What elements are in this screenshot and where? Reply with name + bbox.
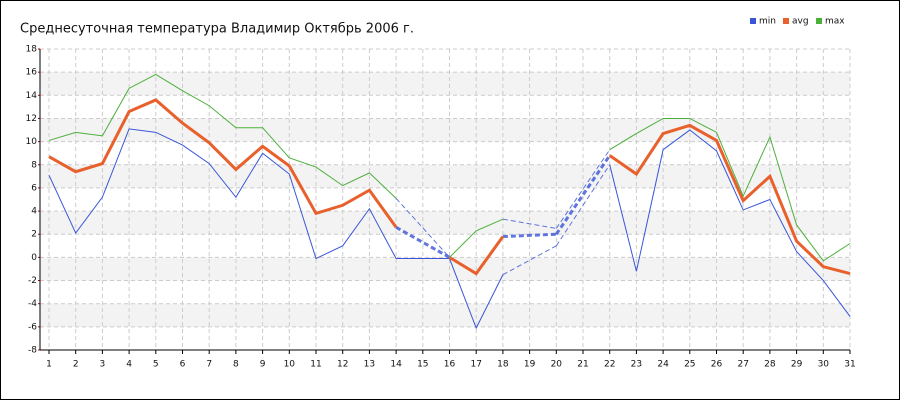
legend-swatch bbox=[816, 18, 822, 24]
x-tick-label: 12 bbox=[337, 360, 348, 370]
series-line bbox=[48, 128, 504, 330]
x-tick-label: 31 bbox=[844, 360, 855, 370]
x-tick-label: 10 bbox=[284, 360, 296, 370]
x-tick-label: 1 bbox=[46, 360, 52, 370]
x-tick-label: 11 bbox=[310, 360, 321, 370]
y-tick-label: 18 bbox=[26, 45, 38, 55]
x-tick-label: 6 bbox=[180, 360, 186, 370]
y-tick-label: -6 bbox=[28, 322, 37, 332]
x-tick-label: 17 bbox=[470, 360, 481, 370]
y-tick-label: 6 bbox=[31, 183, 37, 193]
band bbox=[40, 72, 850, 96]
x-tick-label: 26 bbox=[711, 360, 723, 370]
series-line bbox=[609, 117, 851, 262]
x-tick-label: 2 bbox=[73, 360, 79, 370]
x-tick-label: 28 bbox=[764, 360, 776, 370]
series-line bbox=[48, 98, 398, 229]
x-tick-label: 20 bbox=[551, 360, 563, 370]
y-tick-label: 2 bbox=[31, 230, 37, 240]
x-tick-label: 22 bbox=[604, 360, 615, 370]
band bbox=[40, 257, 850, 281]
gap-connector bbox=[395, 198, 450, 258]
x-tick-label: 27 bbox=[737, 360, 748, 370]
x-tick-label: 5 bbox=[153, 360, 159, 370]
gap-connector bbox=[502, 218, 557, 229]
x-tick-label: 18 bbox=[497, 360, 509, 370]
x-tick-label: 29 bbox=[791, 360, 803, 370]
y-tick-label: 14 bbox=[26, 91, 38, 101]
x-tick-label: 25 bbox=[684, 360, 695, 370]
x-tick-label: 19 bbox=[524, 360, 536, 370]
band bbox=[40, 164, 850, 188]
chart-title: Среднесуточная температура Владимир Октя… bbox=[20, 22, 414, 37]
x-tick-label: 8 bbox=[233, 360, 239, 370]
x-tick-label: 30 bbox=[818, 360, 830, 370]
x-tick-label: 7 bbox=[206, 360, 212, 370]
legend-label: min bbox=[759, 17, 776, 27]
gap-connector bbox=[555, 164, 611, 247]
y-tick-label: 0 bbox=[31, 253, 37, 263]
bands bbox=[40, 72, 850, 327]
lines bbox=[48, 73, 851, 330]
legend-swatch bbox=[783, 18, 789, 24]
gap-connector bbox=[502, 245, 557, 276]
legend-label: max bbox=[825, 17, 845, 27]
x-tick-label: 24 bbox=[657, 360, 669, 370]
y-tick-label: -8 bbox=[28, 346, 37, 356]
series-line bbox=[609, 129, 851, 317]
y-tick-label: 4 bbox=[31, 207, 37, 217]
band bbox=[40, 211, 850, 235]
legend: min avg max bbox=[750, 17, 845, 27]
x-tick-label: 9 bbox=[260, 360, 266, 370]
gap-connector bbox=[502, 232, 557, 239]
legend-label: avg bbox=[792, 17, 809, 27]
x-tick-label: 3 bbox=[100, 360, 106, 370]
y-tick-label: 16 bbox=[26, 68, 38, 78]
x-tick-label: 16 bbox=[444, 360, 456, 370]
series-line bbox=[48, 73, 397, 199]
legend-swatch bbox=[750, 18, 756, 24]
x-tick-label: 23 bbox=[631, 360, 642, 370]
x-tick-label: 21 bbox=[577, 360, 588, 370]
y-tick-label: 12 bbox=[26, 114, 37, 124]
y-tick-label: -4 bbox=[28, 299, 37, 309]
x-tick-label: 4 bbox=[126, 360, 132, 370]
x-tick-label: 14 bbox=[390, 360, 402, 370]
band bbox=[40, 118, 850, 142]
series-line bbox=[608, 123, 851, 276]
gap-connector bbox=[395, 225, 451, 259]
x-tick-label: 15 bbox=[417, 360, 428, 370]
series-line bbox=[448, 235, 505, 276]
x-tick-label: 13 bbox=[364, 360, 375, 370]
y-tick-label: 8 bbox=[31, 160, 37, 170]
series-line bbox=[449, 218, 504, 258]
band bbox=[40, 303, 850, 327]
y-tick-label: 10 bbox=[26, 137, 38, 147]
y-tick-label: -2 bbox=[28, 276, 37, 286]
